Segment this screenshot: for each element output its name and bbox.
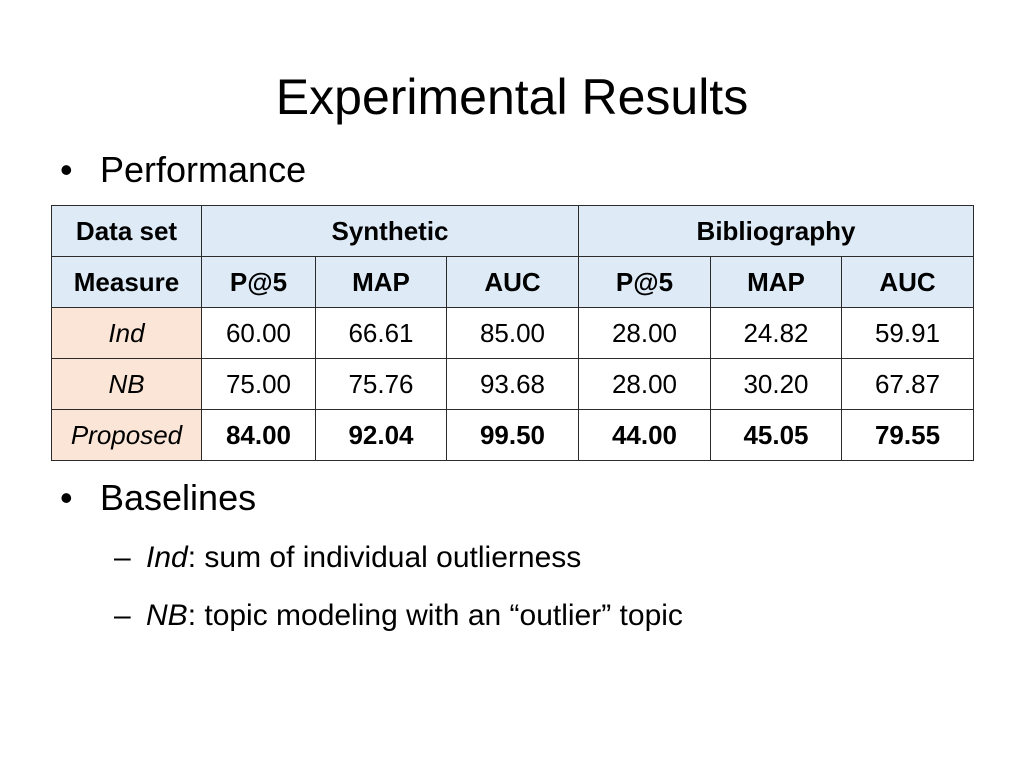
value-cell: 44.00 bbox=[578, 409, 711, 461]
method-cell: Ind bbox=[51, 307, 202, 359]
measure-header-cell: MAP bbox=[710, 256, 842, 308]
value-cell: 92.04 bbox=[315, 409, 447, 461]
baseline-item-nb: – NB: topic modeling with an “outlier” to… bbox=[114, 597, 683, 635]
value-cell: 99.50 bbox=[446, 409, 579, 461]
table-row-ind: Ind 60.00 66.61 85.00 28.00 24.82 59.91 bbox=[51, 307, 975, 359]
baseline-description: : topic modeling with an “outlier” topic bbox=[187, 599, 683, 632]
value-cell: 93.68 bbox=[446, 358, 579, 410]
bullet-icon: • bbox=[60, 149, 73, 190]
value-cell: 59.91 bbox=[840, 307, 975, 359]
dataset-header-row: Data set Synthetic Bibliography bbox=[51, 205, 975, 257]
value-cell: 30.20 bbox=[710, 358, 842, 410]
value-cell: 28.00 bbox=[578, 307, 711, 359]
value-cell: 85.00 bbox=[446, 307, 579, 359]
baseline-description: : sum of individual outlierness bbox=[187, 541, 582, 574]
dataset-label-cell: Data set bbox=[51, 205, 202, 257]
dataset-bibliography-header: Bibliography bbox=[577, 205, 975, 257]
slide-title: Experimental Results bbox=[275, 69, 749, 125]
value-cell: 66.61 bbox=[315, 307, 447, 359]
bullet-baselines-label: Baselines bbox=[100, 477, 257, 518]
value-cell: 28.00 bbox=[578, 358, 711, 410]
dataset-synthetic-header: Synthetic bbox=[201, 205, 579, 257]
value-cell: 75.76 bbox=[315, 358, 447, 410]
method-cell: Proposed bbox=[51, 409, 202, 461]
bullet-baselines: • Baselines bbox=[60, 476, 256, 520]
table-row-nb: NB 75.00 75.76 93.68 28.00 30.20 67.87 bbox=[51, 358, 975, 410]
method-cell: NB bbox=[51, 358, 202, 410]
value-cell: 75.00 bbox=[201, 358, 316, 410]
table-row-proposed: Proposed 84.00 92.04 99.50 44.00 45.05 7… bbox=[51, 409, 975, 461]
value-cell: 45.05 bbox=[710, 409, 842, 461]
measure-header-cell: P@5 bbox=[201, 256, 316, 308]
baseline-term: Ind bbox=[146, 541, 188, 574]
dash-icon: – bbox=[114, 599, 131, 632]
measure-label-cell: Measure bbox=[51, 256, 202, 308]
bullet-performance-label: Performance bbox=[100, 149, 307, 190]
baseline-item-ind: – Ind: sum of individual outlierness bbox=[114, 539, 581, 577]
value-cell: 60.00 bbox=[201, 307, 316, 359]
bullet-icon: • bbox=[60, 477, 73, 518]
baseline-term: NB bbox=[146, 599, 188, 632]
value-cell: 84.00 bbox=[201, 409, 316, 461]
results-table: Data set Synthetic Bibliography Measure … bbox=[51, 205, 975, 461]
dash-icon: – bbox=[114, 541, 131, 574]
measure-header-cell: MAP bbox=[315, 256, 447, 308]
bullet-performance: • Performance bbox=[60, 148, 306, 192]
measure-header-cell: AUC bbox=[446, 256, 579, 308]
measure-header-cell: AUC bbox=[840, 256, 975, 308]
measure-header-row: Measure P@5 MAP AUC P@5 MAP AUC bbox=[51, 256, 975, 308]
value-cell: 79.55 bbox=[840, 409, 975, 461]
value-cell: 24.82 bbox=[710, 307, 842, 359]
value-cell: 67.87 bbox=[840, 358, 975, 410]
measure-header-cell: P@5 bbox=[578, 256, 711, 308]
